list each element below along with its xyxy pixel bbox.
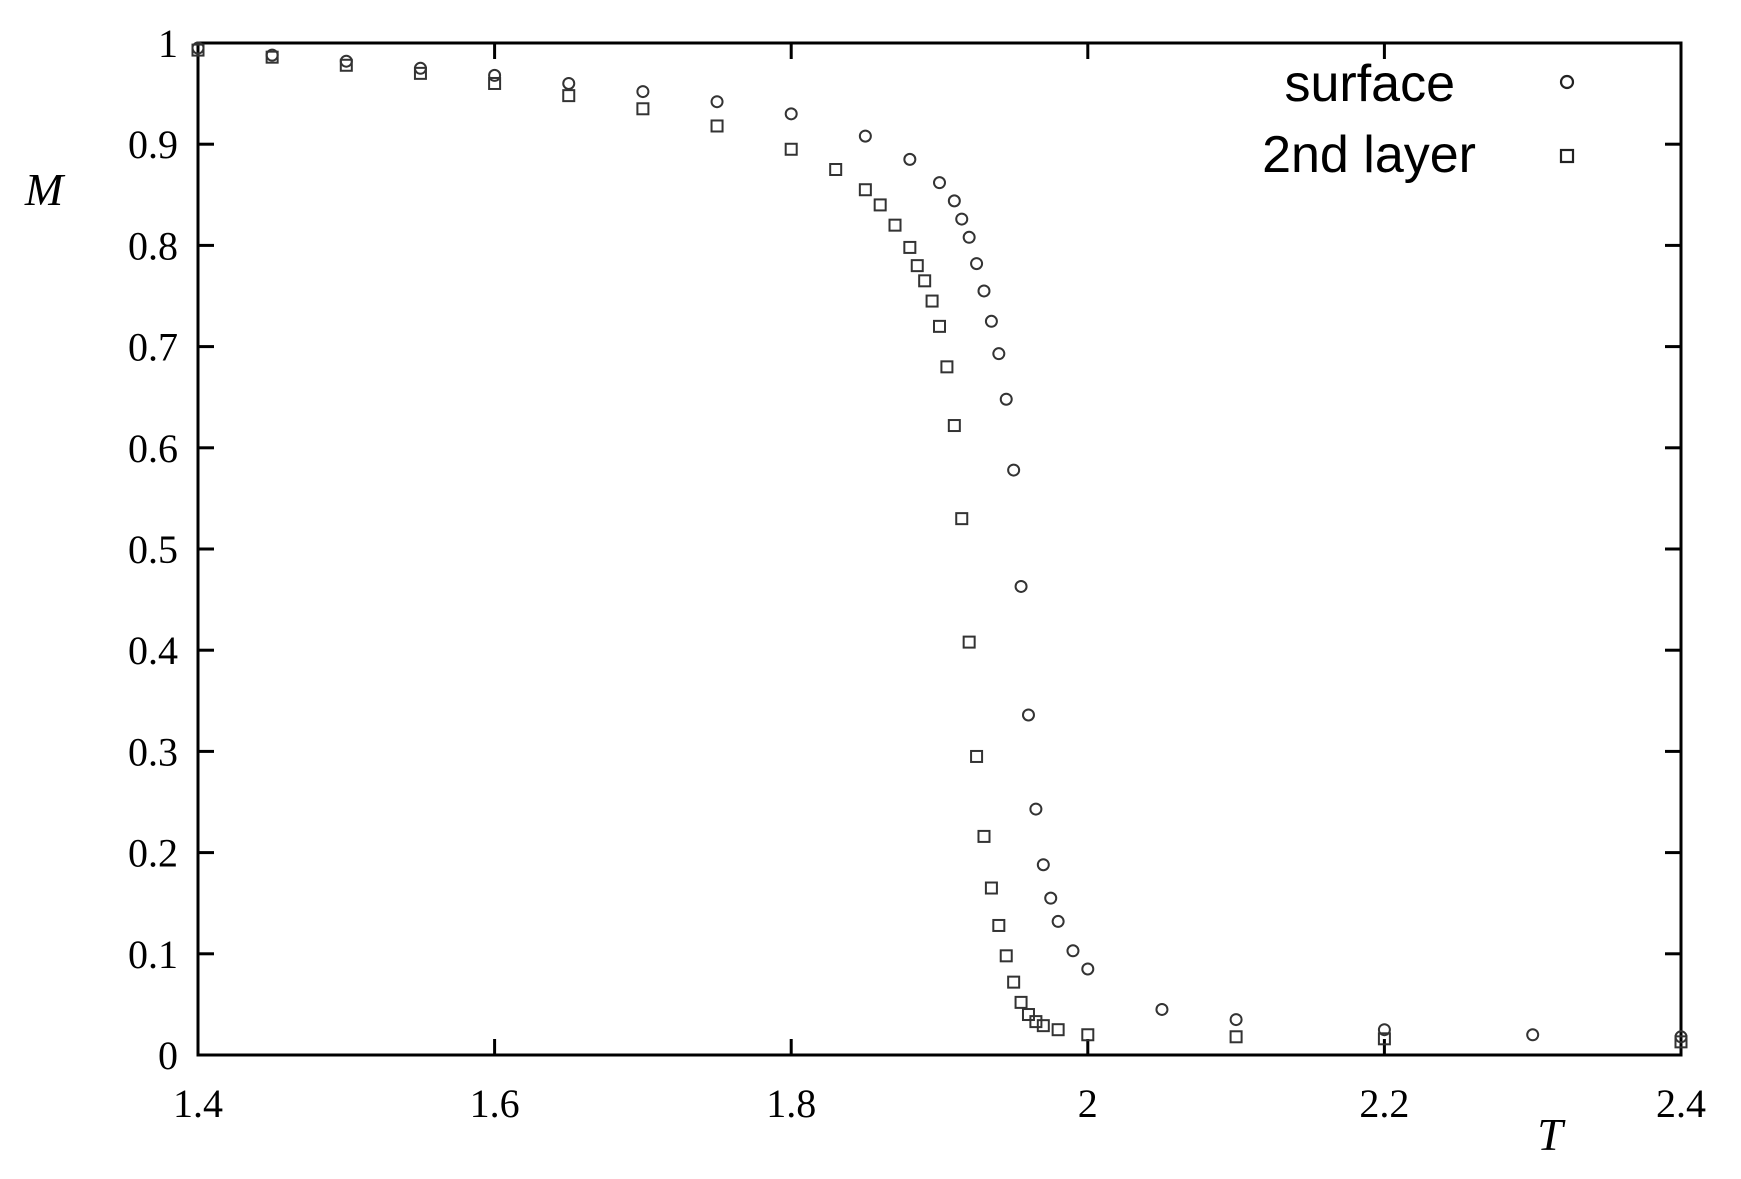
legend-label-2nd-layer: 2nd layer: [1262, 126, 1476, 184]
legend-marker-surface: [1559, 74, 1575, 90]
second-layer-point: [858, 183, 872, 197]
y-tick-label: 0.6: [128, 426, 178, 471]
series-surface: [191, 41, 1688, 1044]
y-tick-label: 0.9: [128, 122, 178, 167]
second-layer-point: [918, 274, 932, 288]
surface-point: [984, 314, 998, 328]
second-layer-point: [903, 240, 917, 254]
surface-point: [1229, 1013, 1243, 1027]
surface-point: [955, 212, 969, 226]
second-layer-point: [1051, 1023, 1065, 1037]
second-layer-point: [977, 829, 991, 843]
surface-point: [999, 392, 1013, 406]
second-layer-point: [562, 89, 576, 103]
second-layer-point: [1014, 995, 1028, 1009]
legend: surface 2nd layer: [1262, 55, 1575, 184]
second-layer-point: [947, 419, 961, 433]
second-layer-point: [984, 881, 998, 895]
second-layer-point: [265, 50, 279, 64]
y-tick-label: 0: [158, 1033, 178, 1078]
second-layer-point: [992, 918, 1006, 932]
y-tick-label: 0.7: [128, 325, 178, 370]
second-layer-point: [925, 294, 939, 308]
x-tick-label: 1.4: [173, 1081, 223, 1126]
y-tick-label: 0.8: [128, 223, 178, 268]
y-tick-label: 0.4: [128, 628, 178, 673]
second-layer-point: [888, 218, 902, 232]
y-tick-label: 0.2: [128, 831, 178, 876]
second-layer-point: [933, 319, 946, 333]
second-layer-point: [339, 58, 353, 72]
surface-point: [1014, 579, 1028, 593]
y-tick-label: 0.5: [128, 527, 178, 572]
y-tick-label: 0.1: [128, 932, 178, 977]
second-layer-point: [1377, 1032, 1391, 1046]
second-layer-point: [784, 142, 798, 156]
surface-point: [962, 230, 976, 244]
surface-point: [970, 257, 984, 271]
x-axis-label: T: [1537, 1109, 1566, 1160]
y-tick-label: 1: [158, 21, 178, 66]
surface-point: [1036, 858, 1050, 872]
surface-point: [933, 176, 946, 190]
second-layer-point: [873, 198, 887, 212]
second-layer-point: [1036, 1019, 1050, 1033]
x-tick-label: 2.2: [1359, 1081, 1409, 1126]
y-tick-label: 0.3: [128, 729, 178, 774]
surface-point: [947, 194, 961, 208]
series-second-layer: [191, 43, 1688, 1049]
surface-point: [784, 107, 798, 121]
second-layer-point: [1229, 1030, 1243, 1044]
second-layer-point: [1007, 975, 1021, 989]
x-tick-label: 1.6: [470, 1081, 520, 1126]
x-tick-label: 1.8: [766, 1081, 816, 1126]
plot-frame: [196, 41, 1683, 1057]
second-layer-point: [1029, 1015, 1043, 1029]
second-layer-point: [999, 949, 1013, 963]
second-layer-point: [1674, 1035, 1688, 1049]
second-layer-point: [1081, 1028, 1095, 1042]
surface-point: [977, 284, 991, 298]
surface-point: [1377, 1023, 1391, 1037]
second-layer-point: [1021, 1008, 1035, 1022]
y-axis-label: M: [24, 164, 66, 215]
surface-point: [903, 152, 917, 166]
second-layer-point: [488, 76, 502, 90]
second-layer-point: [191, 43, 205, 57]
surface-point: [488, 68, 502, 82]
x-tick-label: 2.4: [1656, 1081, 1706, 1126]
second-layer-point: [940, 360, 954, 374]
x-tick-label: 2: [1078, 1081, 1098, 1126]
surface-point: [1066, 944, 1080, 958]
surface-point: [636, 85, 650, 99]
surface-point: [1081, 962, 1095, 976]
surface-point: [992, 347, 1006, 361]
second-layer-point: [910, 259, 924, 273]
data-points: [191, 41, 1688, 1049]
legend-label-surface: surface: [1284, 55, 1455, 113]
second-layer-point: [955, 512, 969, 526]
surface-point: [339, 54, 353, 68]
surface-point: [1051, 914, 1065, 928]
second-layer-point: [636, 102, 650, 116]
axis-tick-labels: 1.4 1.6 1.8 2 2.2 2.4 0 0.1 0.2 0.3 0.4 0.5 0.6 0.7 0.…: [128, 21, 1706, 1126]
surface-point: [1007, 463, 1021, 477]
legend-marker-2nd-layer: [1559, 148, 1575, 164]
second-layer-point: [962, 635, 976, 649]
surface-point: [710, 95, 724, 109]
second-layer-point: [829, 163, 843, 176]
surface-point: [1044, 891, 1058, 905]
second-layer-point: [710, 119, 724, 133]
surface-point: [1155, 1002, 1169, 1016]
second-layer-point: [970, 749, 984, 763]
surface-point: [562, 76, 576, 90]
plot-frame-group: [196, 41, 1683, 1057]
surface-point: [858, 129, 872, 143]
second-layer-point: [413, 66, 427, 80]
surface-point: [1029, 802, 1043, 816]
axis-ticks: [196, 41, 1683, 1057]
surface-point: [1021, 708, 1035, 722]
surface-point: [1526, 1028, 1540, 1042]
